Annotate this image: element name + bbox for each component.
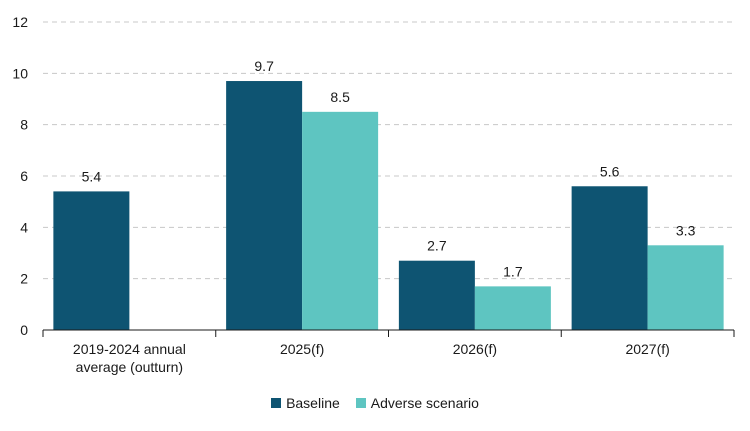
legend-item-baseline: Baseline: [271, 395, 340, 411]
bar-baseline: [571, 186, 648, 330]
legend-label-adverse: Adverse scenario: [370, 395, 479, 411]
x-tick-label: 2027(f): [625, 341, 669, 357]
y-tick-label: 2: [20, 271, 28, 287]
data-label: 3.3: [676, 222, 696, 238]
y-tick-label: 4: [20, 219, 28, 235]
data-label: 1.7: [503, 263, 523, 279]
y-tick-label: 12: [12, 14, 28, 30]
bar-adverse: [647, 245, 724, 330]
data-labels: 5.4 9.7 8.5 2.7 1.7 5.6 3.3: [82, 58, 696, 279]
y-tick-label: 8: [20, 117, 28, 133]
legend-swatch-adverse: [355, 398, 366, 408]
bars: [53, 81, 724, 331]
x-tick-label: 2019-2024 annual average (outturn): [73, 341, 186, 375]
legend-swatch-baseline: [271, 398, 282, 408]
bar-baseline: [53, 191, 130, 330]
bar-baseline: [398, 260, 475, 330]
legend-item-adverse: Adverse scenario: [355, 395, 479, 411]
data-label: 5.4: [82, 168, 102, 184]
bar-baseline: [226, 81, 303, 331]
x-tick-label: 2025(f): [280, 341, 324, 357]
data-label: 5.6: [600, 163, 620, 179]
y-tick-label: 10: [12, 65, 28, 81]
x-tick-label: 2026(f): [453, 341, 497, 357]
y-tick-label: 6: [20, 168, 28, 184]
gridlines: [43, 21, 734, 280]
data-label: 9.7: [254, 58, 274, 74]
data-label: 2.7: [427, 238, 447, 254]
legend-label-baseline: Baseline: [286, 395, 340, 411]
bar-adverse: [474, 286, 551, 330]
legend: Baseline Adverse scenario: [0, 395, 750, 411]
data-label: 8.5: [330, 89, 350, 105]
y-tick-label: 0: [20, 322, 28, 338]
x-axis: 2019-2024 annual average (outturn) 2025(f)…: [42, 329, 735, 375]
bar-adverse: [302, 111, 379, 330]
y-axis-tick-labels: 0 2 4 6 8 10 12: [12, 14, 28, 338]
